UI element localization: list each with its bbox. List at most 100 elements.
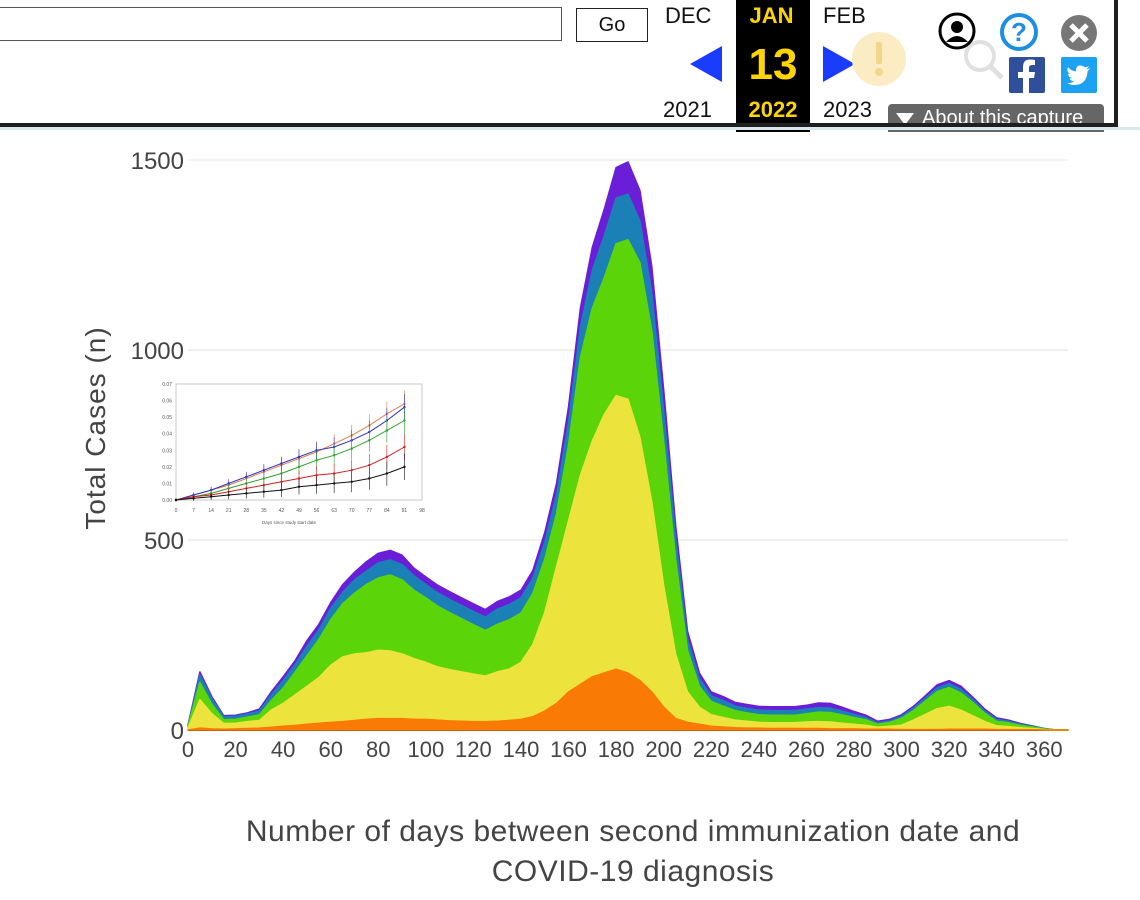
url-input[interactable]: [0, 7, 562, 41]
x-tick-label: 300: [883, 737, 920, 762]
inset-point: [227, 493, 230, 497]
y-axis-label: Total Cases (n): [80, 326, 111, 530]
wayback-toolbar: Go DEC JAN FEB 13 2021 2022 2023 ? About…: [0, 0, 1140, 134]
inset-line-1: [175, 403, 405, 501]
inset-x-tick-label: 14: [208, 508, 214, 514]
inset-point: [174, 498, 178, 502]
inset-point: [403, 465, 406, 469]
inset-line-3: [175, 420, 405, 501]
inset-y-tick-label: 0.02: [162, 465, 172, 471]
year-prev-link[interactable]: 2021: [663, 97, 712, 122]
search-icon[interactable]: [960, 36, 1006, 82]
toolbar-border: [0, 123, 1118, 127]
x-tick-label: 200: [645, 737, 682, 762]
inset-y-tick-label: 0.05: [162, 415, 172, 421]
month-current: JAN: [749, 3, 794, 28]
stacked-areas: [187, 161, 1069, 731]
inset-x-tick-label: 70: [349, 508, 355, 514]
toolbar-underline: [0, 127, 1140, 130]
inset-x-tick-label: 56: [314, 508, 320, 514]
inset-point: [385, 429, 389, 432]
inset-point: [332, 454, 336, 457]
inset-point: [385, 455, 389, 459]
inset-point: [315, 459, 318, 462]
inset-x-tick-label: 21: [226, 508, 232, 514]
inset-point: [368, 477, 371, 480]
x-tick-label: 20: [223, 737, 247, 762]
inset-point: [280, 472, 283, 475]
alert-icon[interactable]: [850, 30, 908, 88]
go-button[interactable]: Go: [576, 8, 648, 42]
inset-point: [192, 497, 195, 500]
inset-y-tick-label: 0.03: [162, 448, 172, 454]
inset-x-tick-label: 98: [419, 508, 425, 514]
inset-line-2: [175, 406, 405, 501]
x-tick-label: 100: [407, 737, 444, 762]
close-icon[interactable]: [1059, 13, 1099, 53]
inset-x-tick-label: 77: [367, 508, 373, 514]
inset-y-tick-label: 0.07: [162, 382, 172, 388]
account-icon[interactable]: [937, 11, 977, 51]
inset-point: [262, 477, 266, 480]
inset-point: [280, 488, 283, 492]
x-tick-label: 140: [503, 737, 540, 762]
month-prev-link[interactable]: DEC: [665, 3, 712, 28]
inset-point: [227, 482, 230, 485]
inset-point: [350, 447, 353, 450]
inset-x-tick-label: 84: [384, 508, 390, 514]
next-capture-arrow-icon[interactable]: [823, 46, 855, 82]
inset-y-tick-label: 0.04: [162, 432, 172, 438]
inset-point: [315, 473, 318, 477]
help-icon[interactable]: ?: [998, 11, 1040, 53]
inset-x-tick-label: 7: [192, 508, 195, 514]
inset-y-tick-label: 0.01: [162, 481, 172, 487]
y-tick-label: 0: [171, 718, 184, 745]
x-tick-label: 0: [182, 737, 194, 762]
year-next-link[interactable]: 2023: [823, 97, 872, 122]
inset-x-tick-label: 0: [175, 508, 178, 514]
x-tick-label: 120: [455, 737, 492, 762]
inset-point: [297, 485, 301, 488]
inset-point: [262, 483, 266, 487]
inset-point: [368, 464, 371, 467]
inset-chart: 0.00 0.01 0.02 0.03 0.04 0.05 0.06 0.07 0 7 14 21 28…: [162, 382, 425, 525]
inset-line-5: [175, 466, 405, 501]
x-tick-label: 180: [598, 737, 635, 762]
year-current: 2022: [748, 97, 798, 122]
inset-x-tick-label: 63: [331, 508, 337, 514]
svg-text:?: ?: [1011, 17, 1027, 47]
x-tick-label: 220: [693, 737, 730, 762]
prev-capture-arrow-icon[interactable]: [690, 46, 722, 82]
x-tick-label: 40: [271, 737, 295, 762]
inset-point: [209, 488, 213, 492]
x-tick-label: 320: [931, 737, 968, 762]
inset-point: [245, 475, 248, 478]
x-tick-label: 340: [978, 737, 1015, 762]
inset-point: [350, 468, 353, 472]
inset-point: [280, 462, 283, 465]
facebook-icon[interactable]: [1009, 57, 1045, 93]
x-tick-label: 360: [1026, 737, 1063, 762]
x-tick-label: 80: [366, 737, 390, 762]
inset-point: [262, 490, 266, 493]
y-tick-label: 500: [144, 528, 184, 555]
inset-point: [403, 445, 406, 449]
inset-y-tick-label: 0.00: [162, 498, 172, 504]
inset-line-4: [175, 446, 405, 501]
inset-point: [368, 439, 371, 442]
inset-y-tick-label: 0.06: [162, 399, 172, 405]
x-tick-label: 240: [740, 737, 777, 762]
inset-point: [245, 492, 248, 495]
inset-point: [385, 472, 389, 475]
inset-point: [209, 495, 213, 498]
day-current: 13: [748, 40, 798, 89]
month-next-link[interactable]: FEB: [823, 3, 866, 28]
twitter-icon[interactable]: [1061, 57, 1097, 93]
y-tick-label: 1000: [131, 338, 184, 365]
inset-point: [350, 480, 353, 483]
inset-x-tick-label: 35: [261, 508, 267, 514]
inset-point: [403, 419, 406, 422]
inset-x-tick-label: 28: [244, 508, 250, 514]
